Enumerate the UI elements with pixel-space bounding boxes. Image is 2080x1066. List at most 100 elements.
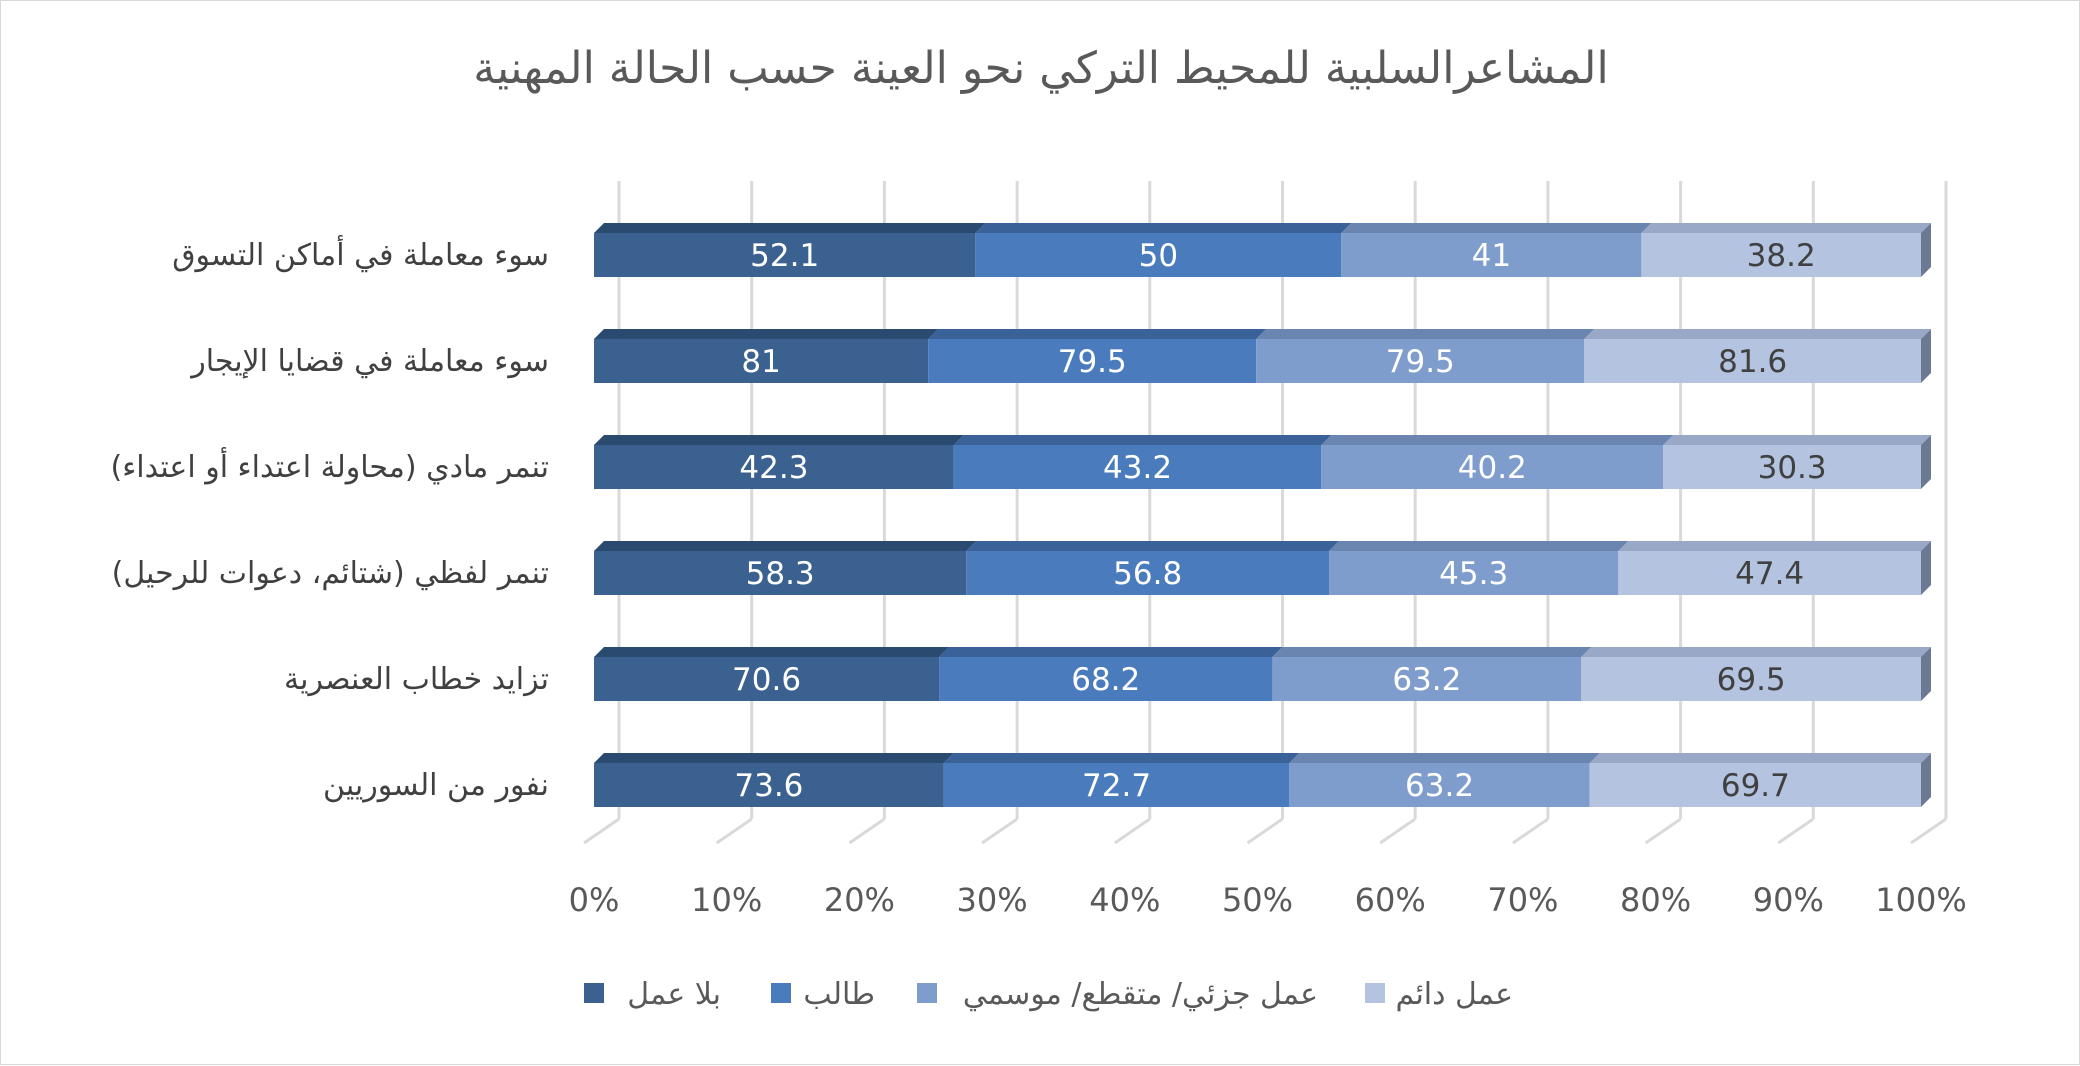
x-tick-label: 0% [569,881,620,919]
gridlines [583,181,1948,845]
gridline-floor [1910,817,1947,845]
bar-segment [928,339,1257,383]
category-label: سوء معاملة في قضايا الإيجار [189,344,549,379]
x-tick-label: 20% [824,881,895,919]
x-tick-label: 10% [691,881,762,919]
bar-top [1272,647,1592,657]
gridline-floor [981,817,1018,845]
bar-segment [1589,763,1921,807]
bar-side [1921,223,1931,277]
gridline-floor [1512,817,1549,845]
bar-top [975,223,1352,233]
data-label: 41 [1472,238,1511,274]
data-label: 69.7 [1721,768,1790,804]
bar-segment [1663,445,1921,489]
bar-segment [966,551,1330,595]
x-tick-label: 40% [1089,881,1160,919]
bar-segment [1618,551,1921,595]
bar-segment [1581,657,1921,701]
gridline-floor [1644,817,1682,845]
bar-top [1618,541,1931,551]
bar-segment [943,763,1290,807]
bar-top [594,541,977,551]
bar-side [1921,435,1931,489]
data-label: 58.3 [746,556,815,592]
x-tick-label: 70% [1487,881,1558,919]
gridline-floor [1777,817,1815,845]
data-label: 72.7 [1082,768,1151,804]
bar-top [943,753,1300,763]
bar-top [1256,329,1595,339]
data-label: 52.1 [750,238,819,274]
x-tick-label: 30% [957,881,1028,919]
bar-top [1321,435,1674,445]
bar-segment [1272,657,1582,701]
bar-side [1921,753,1931,807]
legend-swatch [584,983,604,1003]
legend-label: عمل جزئي/ متقطع/ موسمي [963,977,1318,1012]
category-labels: سوء معاملة في أماكن التسوق سوء معاملة في … [110,234,549,803]
bar-segment [1289,763,1590,807]
legend: بلا عمل طالب عمل جزئي/ متقطع/ موسمي عمل دائ… [584,977,1513,1012]
bar-segment [1321,445,1664,489]
gridline-floor [715,817,753,845]
bar-segment [594,445,954,489]
bar-segment [1329,551,1619,595]
gridline-floor [1379,817,1417,845]
data-label: 42.3 [739,450,808,486]
x-tick-label: 60% [1355,881,1426,919]
bar-top [939,647,1283,657]
data-label: 69.5 [1717,662,1786,698]
bar-segment [1641,233,1921,277]
data-label: 81.6 [1718,344,1787,380]
category-label: تنمر لفظي (شتائم، دعوات للرحيل) [112,556,549,591]
bar-side [1921,329,1931,383]
gridline-floor [1113,817,1151,845]
bar-top [1329,541,1629,551]
category-label: تنمر مادي (محاولة اعتداء أو اعتداء) [110,446,549,485]
bar-segment [594,657,940,701]
bar-top [1584,329,1931,339]
bar-top [928,329,1267,339]
bar-top [966,541,1340,551]
data-label: 81 [741,344,780,380]
x-axis-ticks: 0% 10% 20% 30% 40% 50% 60% 70% 80% 90% 100% [569,881,1967,919]
data-label: 79.5 [1386,344,1455,380]
bar-top [594,223,986,233]
bar-segment [594,339,929,383]
bar-top [594,329,939,339]
bar-top [1341,223,1652,233]
data-label: 47.4 [1735,556,1804,592]
legend-label: عمل دائم [1395,977,1513,1012]
data-label: 70.6 [732,662,801,698]
bar-top [1663,435,1931,445]
bar-top [1641,223,1931,233]
data-label: 50 [1139,238,1178,274]
data-label: 63.2 [1392,662,1461,698]
bar-top [953,435,1332,445]
category-label: سوء معاملة في أماكن التسوق [172,234,549,273]
bar-segment [1584,339,1921,383]
bar-segment [594,551,967,595]
data-label: 40.2 [1458,450,1527,486]
bar-segment [594,763,944,807]
legend-swatch [1365,983,1385,1003]
bar-segment [594,233,976,277]
data-label: 43.2 [1103,450,1172,486]
x-tick-label: 50% [1222,881,1293,919]
legend-swatch [917,983,937,1003]
bar-segment [953,445,1322,489]
data-label: 63.2 [1405,768,1474,804]
chart-title: المشاعرالسلبية للمحيط التركي نحو العينة … [473,43,1608,94]
data-label: 56.8 [1113,556,1182,592]
bar-top [1289,753,1600,763]
gridline-floor [583,817,620,845]
x-tick-label: 100% [1875,881,1966,919]
bar-side [1921,541,1931,595]
category-label: تزايد خطاب العنصرية [284,662,549,697]
category-label: نفور من السوريين [323,768,549,803]
bar-segment [939,657,1273,701]
bar-segment [1256,339,1585,383]
